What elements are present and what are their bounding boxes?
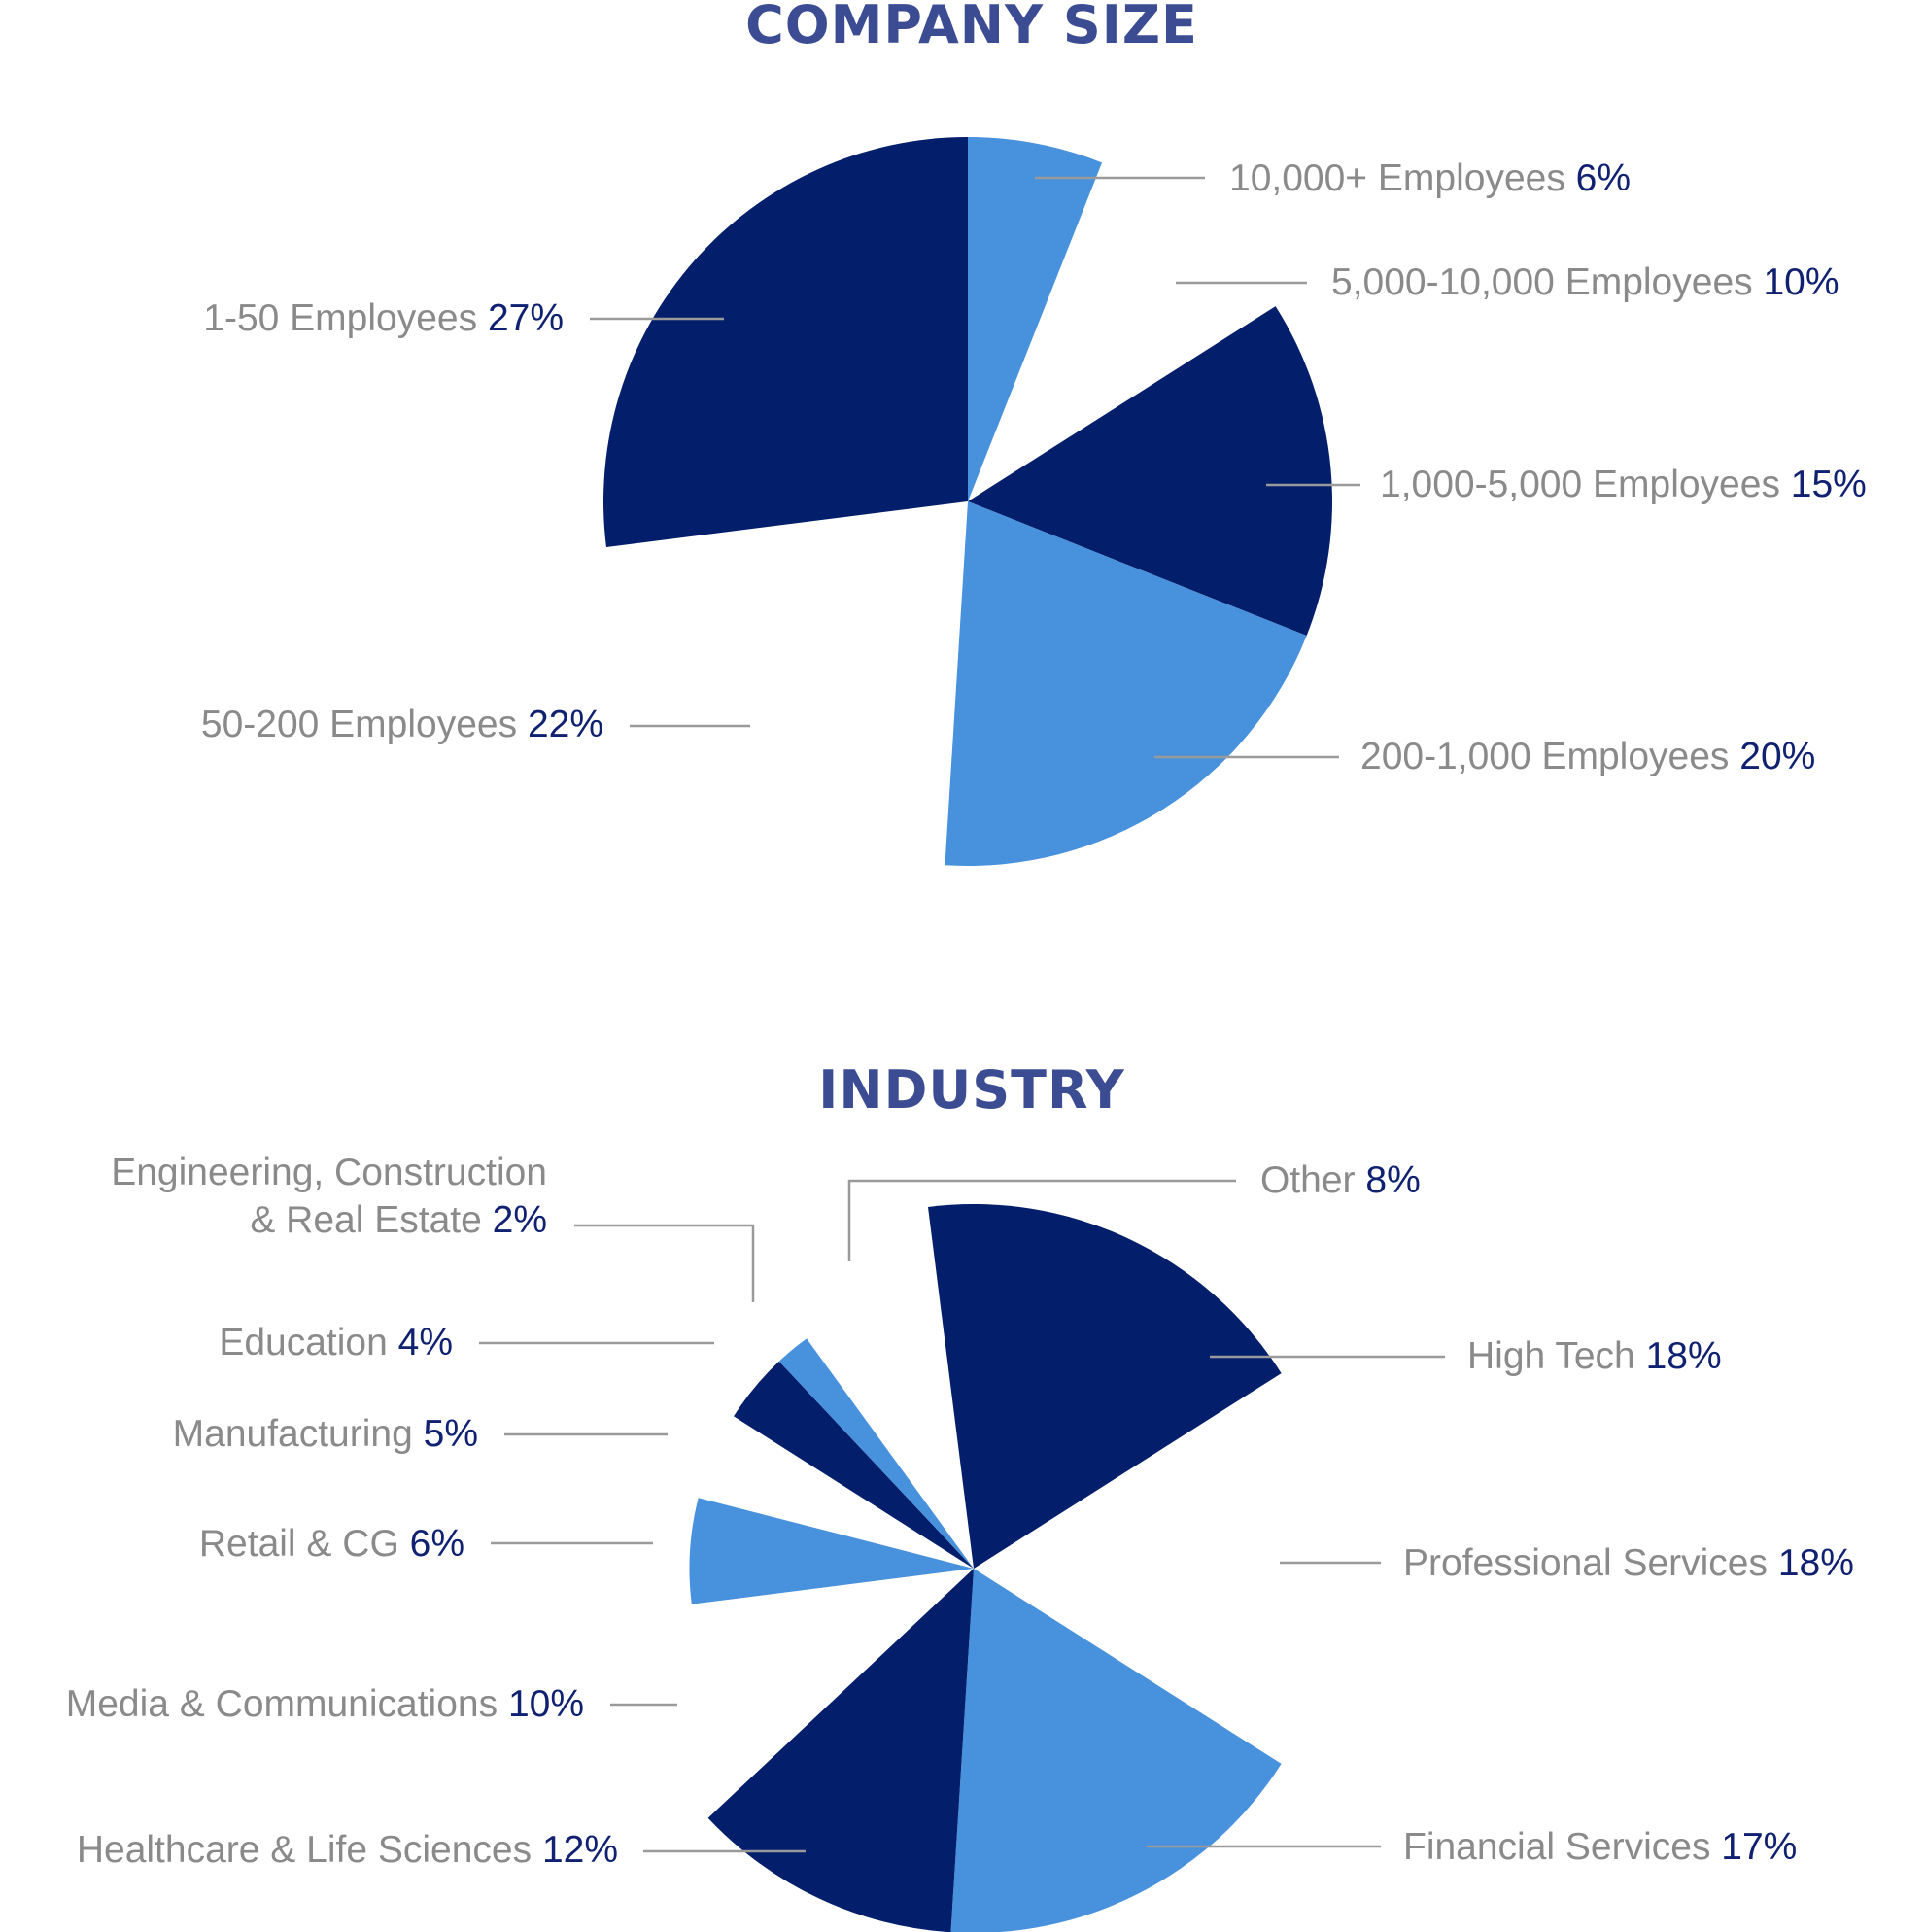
label-manufacturing: Manufacturing 5% — [173, 1413, 478, 1455]
value-label: 10% — [508, 1683, 584, 1725]
label-text: Manufacturing — [173, 1413, 424, 1455]
label-high-tech: High Tech 18% — [1467, 1335, 1722, 1377]
value-label: 4% — [398, 1322, 453, 1363]
slice-200-1-000-employees — [945, 501, 1307, 866]
value-label: 6% — [410, 1523, 464, 1565]
label-other: Other 8% — [1260, 1159, 1421, 1201]
label-text: 5,000-10,000 Employees — [1331, 261, 1763, 303]
label-retail-and-cg: Retail & CG 6% — [199, 1523, 464, 1565]
slice-1-000-5-000-employees — [968, 306, 1333, 637]
label-healthcare-and-life-sciences: Healthcare & Life Sciences 12% — [77, 1829, 618, 1871]
value-label: 20% — [1739, 736, 1815, 777]
label-media-and-communications: Media & Communications 10% — [66, 1683, 584, 1725]
label-text: Financial Services — [1403, 1826, 1721, 1868]
label-text: Education — [219, 1322, 397, 1363]
label-1-50-employees: 1-50 Employees 27% — [203, 297, 564, 339]
slice-10-000-employees — [968, 137, 1103, 501]
slice-high-tech — [928, 1204, 1282, 1569]
label-education: Education 4% — [219, 1322, 453, 1363]
value-label: 10% — [1763, 261, 1839, 303]
value-label: 5% — [424, 1413, 478, 1455]
value-label: 15% — [1791, 464, 1867, 505]
company-size-slices — [603, 137, 1333, 866]
slice-healthcare-and-life-sciences — [707, 1569, 974, 1932]
label-engineering-construction-and-real-estate-line-2: & Real Estate 2% — [250, 1199, 547, 1241]
value-label: 18% — [1778, 1542, 1854, 1584]
label-text: Professional Services — [1403, 1542, 1778, 1584]
label-text: 1-50 Employees — [203, 297, 488, 339]
label-5-000-10-000-employees: 5,000-10,000 Employees 10% — [1331, 261, 1839, 303]
company-size-labels: 10,000+ Employees 6% 5,000-10,000 Employe… — [201, 157, 1867, 777]
label-text: 200-1,000 Employees — [1360, 736, 1739, 777]
label-professional-services: Professional Services 18% — [1403, 1542, 1854, 1584]
label-10-000-employees: 10,000+ Employees 6% — [1229, 157, 1631, 199]
label-text: Other — [1260, 1159, 1365, 1201]
value-label: 6% — [1576, 157, 1631, 199]
value-label: 27% — [488, 297, 564, 339]
label-text: Retail & CG — [199, 1523, 410, 1565]
label-text: & Real Estate — [250, 1199, 492, 1241]
value-label: 22% — [528, 704, 603, 745]
leader-line-engineering-construction-and-real-estate — [574, 1224, 755, 1302]
industry-labels: High Tech 18%Professional Services 18%Fi… — [66, 1152, 1854, 1871]
value-label: 2% — [493, 1199, 547, 1241]
label-engineering-construction-and-real-estate-line-1: Engineering, Construction — [111, 1152, 547, 1193]
label-text: 10,000+ Employees — [1229, 157, 1576, 199]
label-50-200-employees: 50-200 Employees 22% — [201, 704, 603, 745]
value-label: 18% — [1646, 1335, 1722, 1377]
industry-chart: INDUSTRY High Tech 18%Professional Servi… — [66, 1059, 1854, 1932]
value-label: 12% — [542, 1829, 618, 1871]
leader-line-other — [847, 1179, 1236, 1261]
label-text: High Tech — [1467, 1335, 1646, 1377]
label-text: Media & Communications — [66, 1683, 508, 1725]
label-text: 50-200 Employees — [201, 704, 528, 745]
label-200-1-000-employees: 200-1,000 Employees 20% — [1360, 736, 1815, 777]
slice-1-50-employees — [603, 137, 968, 547]
label-1-000-5-000-employees: 1,000-5,000 Employees 15% — [1380, 464, 1867, 505]
slice-education — [734, 1361, 974, 1569]
value-label: 8% — [1365, 1159, 1420, 1201]
industry-title: INDUSTRY — [818, 1059, 1124, 1121]
label-text: 1,000-5,000 Employees — [1380, 464, 1791, 505]
value-label: 17% — [1721, 1826, 1797, 1868]
slice-financial-services — [950, 1569, 1282, 1932]
label-financial-services: Financial Services 17% — [1403, 1826, 1797, 1868]
slice-retail-and-cg — [689, 1498, 974, 1604]
company-size-title: COMPANY SIZE — [745, 0, 1198, 55]
company-size-chart: COMPANY SIZE 10,000+ Employees 6% 5,000-1… — [201, 0, 1867, 866]
label-text: Healthcare & Life Sciences — [77, 1829, 542, 1871]
slice-engineering-construction-and-real-estate — [778, 1338, 974, 1569]
label-text: Engineering, Construction — [111, 1152, 547, 1193]
industry-slices — [689, 1204, 1282, 1932]
